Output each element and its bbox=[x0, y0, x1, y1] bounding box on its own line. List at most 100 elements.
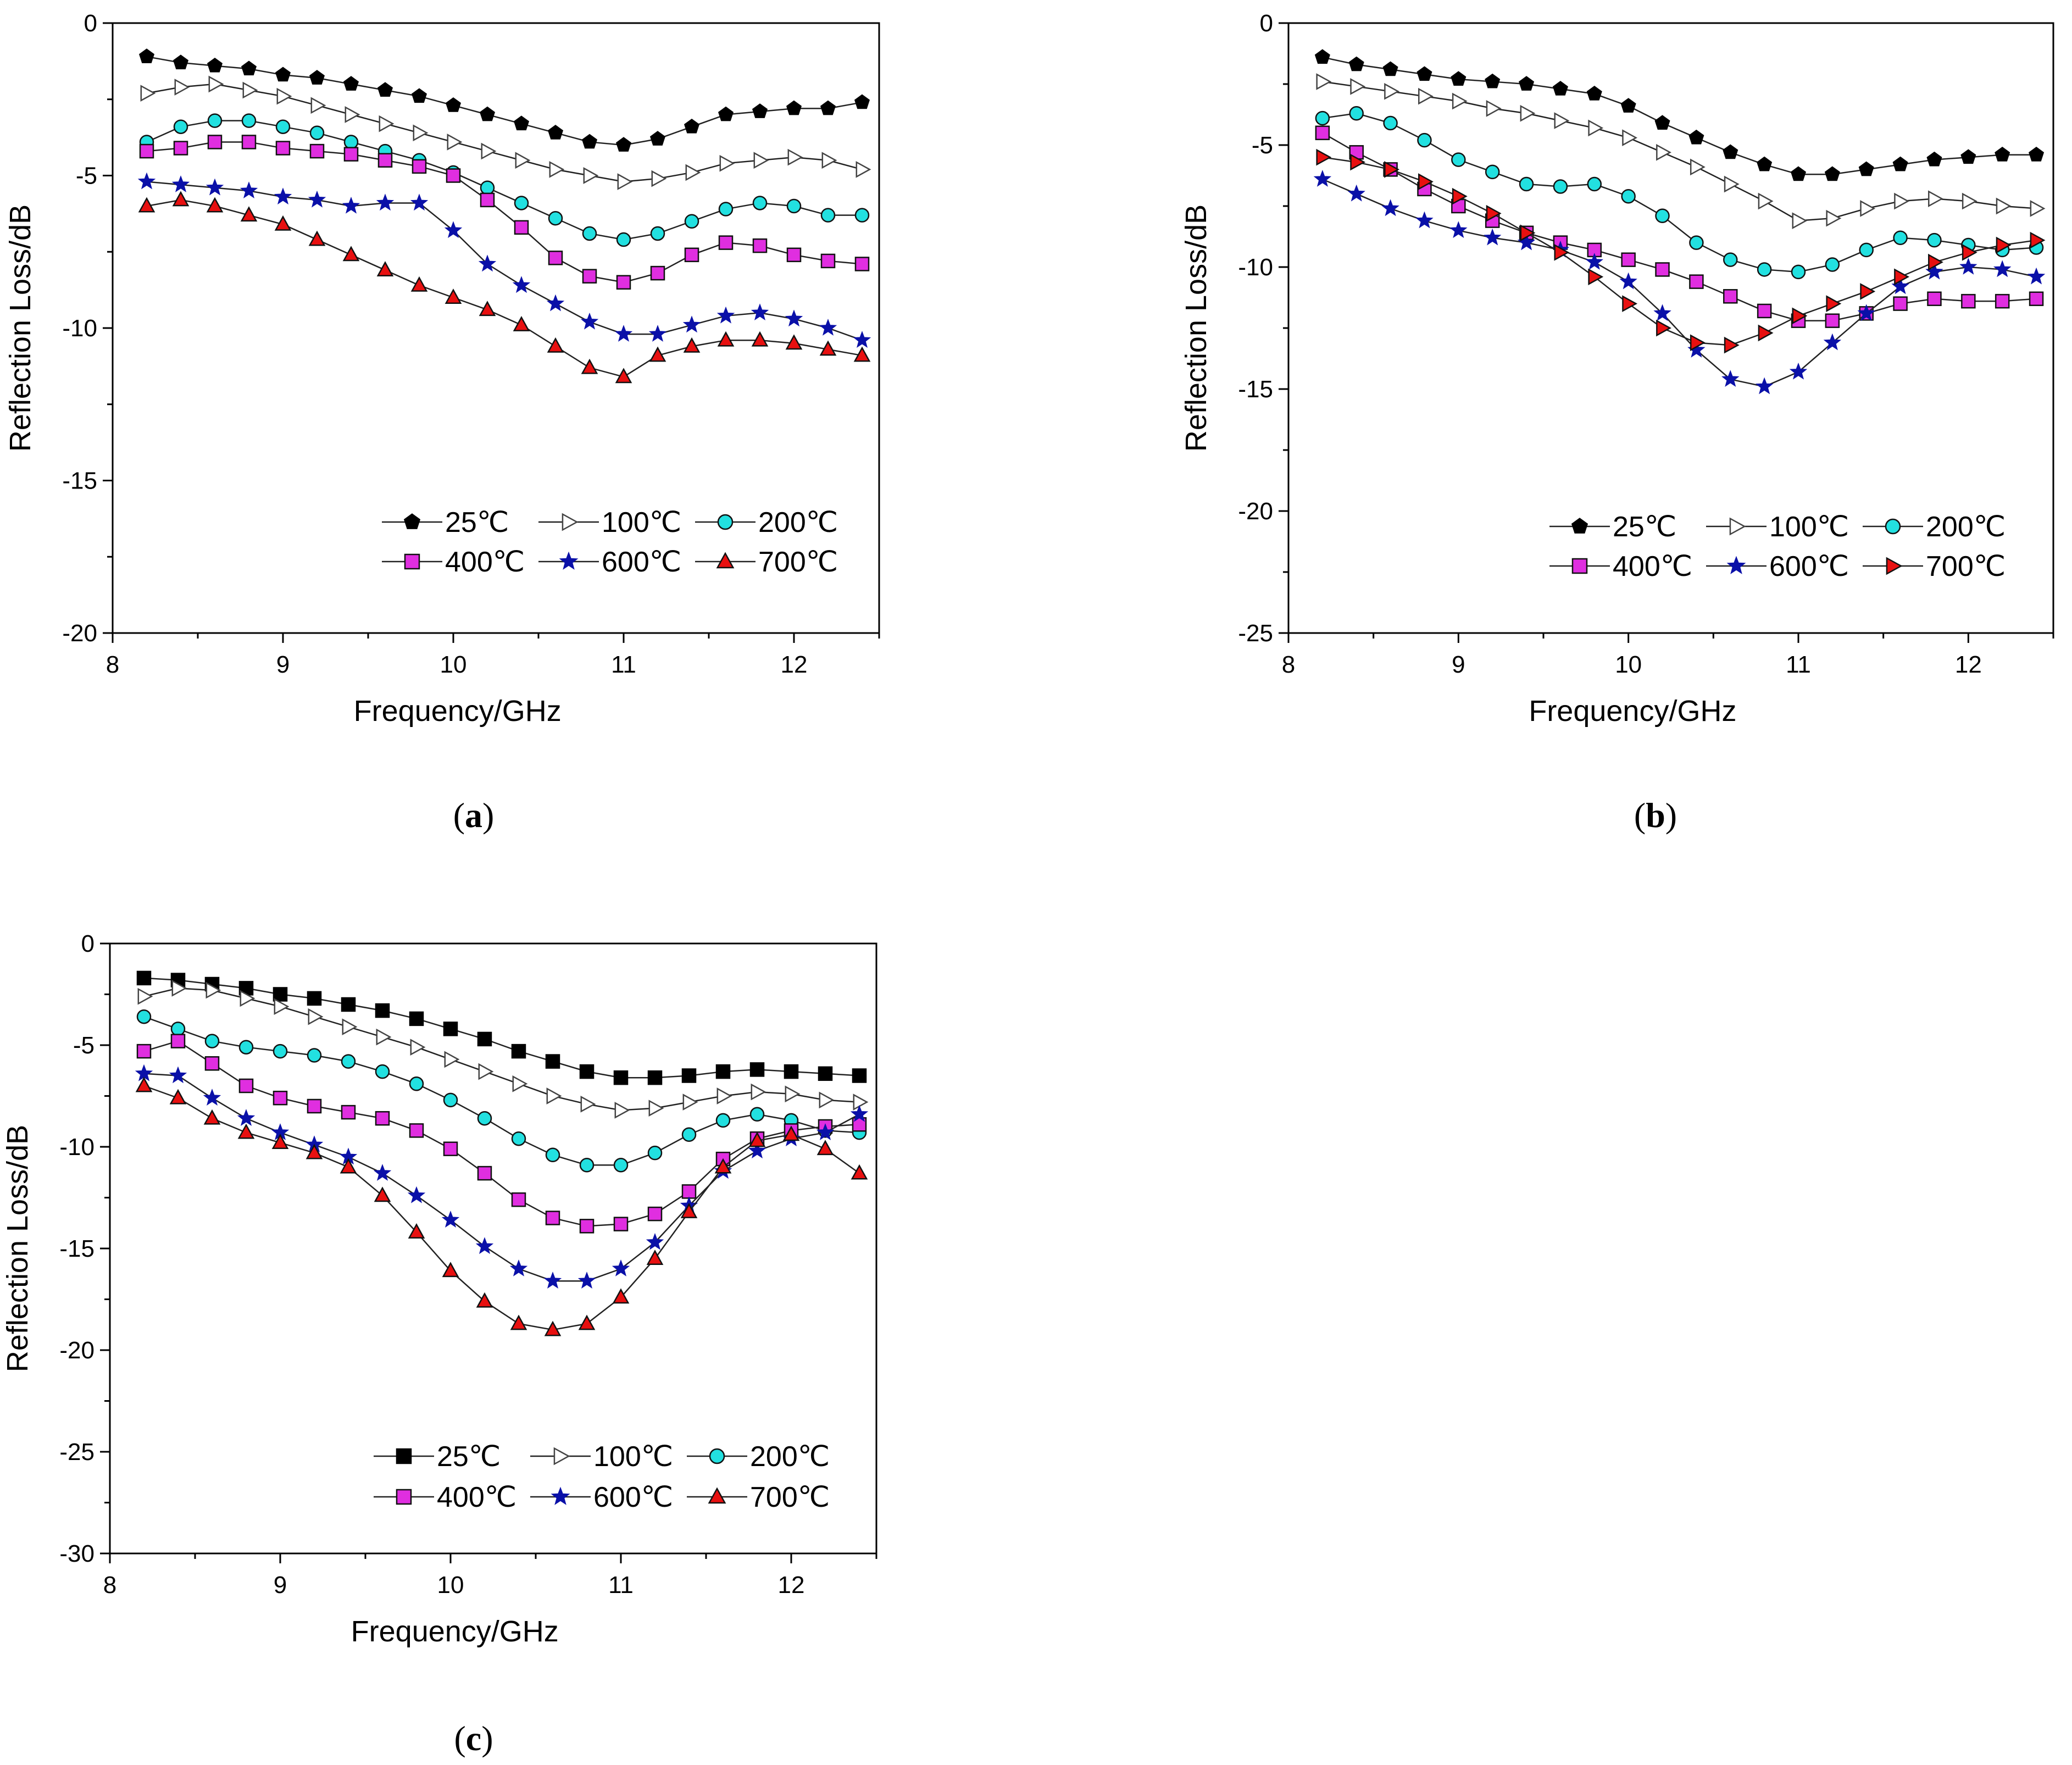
data-point bbox=[1962, 244, 1977, 261]
y-axis-title: Reflection Loss/dB bbox=[4, 204, 37, 452]
x-tick-label: 12 bbox=[1955, 651, 1982, 678]
data-point bbox=[650, 226, 665, 241]
legend-label: 100℃ bbox=[1769, 511, 1849, 543]
data-point bbox=[646, 1250, 664, 1265]
series-b-1 bbox=[1316, 73, 2046, 229]
data-point bbox=[379, 115, 395, 132]
data-point bbox=[205, 178, 224, 196]
data-point bbox=[442, 1262, 459, 1278]
data-point bbox=[1959, 257, 1977, 275]
data-point bbox=[345, 106, 360, 123]
data-point bbox=[206, 197, 224, 213]
data-point bbox=[1314, 49, 1330, 64]
data-point bbox=[1452, 187, 1468, 205]
data-point bbox=[787, 148, 803, 166]
data-point bbox=[1384, 161, 1399, 178]
data-point bbox=[377, 82, 393, 97]
data-point bbox=[343, 147, 359, 162]
data-point bbox=[237, 1123, 255, 1139]
data-point bbox=[1894, 268, 1909, 286]
data-point bbox=[1723, 252, 1738, 267]
data-point bbox=[275, 119, 291, 134]
data-point bbox=[1349, 106, 1364, 121]
y-tick-label: -30 bbox=[59, 1540, 95, 1567]
data-point bbox=[207, 57, 223, 73]
legend-marker bbox=[1571, 558, 1588, 574]
data-point bbox=[1960, 149, 1976, 164]
data-point bbox=[410, 193, 429, 211]
data-point bbox=[409, 1123, 424, 1138]
data-point bbox=[173, 119, 188, 134]
data-point bbox=[341, 1104, 356, 1120]
y-tick-label: -15 bbox=[1238, 376, 1273, 403]
x-tick-label: 11 bbox=[611, 651, 636, 678]
data-point bbox=[1621, 252, 1636, 267]
data-point bbox=[718, 202, 734, 217]
data-point bbox=[819, 1091, 835, 1109]
data-point bbox=[1962, 192, 1977, 210]
data-point bbox=[1621, 188, 1636, 204]
data-point bbox=[1383, 115, 1398, 131]
data-point bbox=[307, 1098, 322, 1114]
legend-label: 100℃ bbox=[593, 1441, 673, 1473]
data-point bbox=[1586, 86, 1602, 101]
data-point bbox=[171, 175, 190, 192]
data-point bbox=[854, 94, 870, 109]
data-point bbox=[1484, 228, 1502, 246]
data-point bbox=[577, 1272, 596, 1289]
data-point bbox=[716, 1087, 732, 1104]
data-point bbox=[856, 161, 871, 178]
x-tick-label: 10 bbox=[440, 651, 467, 678]
data-point bbox=[204, 1034, 220, 1048]
data-point bbox=[171, 980, 187, 997]
legend-label: 600℃ bbox=[602, 546, 681, 578]
data-point bbox=[240, 181, 258, 199]
data-point bbox=[715, 1113, 731, 1128]
legend-label: 400℃ bbox=[445, 546, 525, 578]
data-point bbox=[854, 208, 870, 223]
data-point bbox=[477, 1165, 492, 1181]
data-point bbox=[441, 1211, 460, 1228]
data-point bbox=[1315, 110, 1330, 126]
data-point bbox=[377, 153, 393, 168]
data-point bbox=[136, 1044, 152, 1059]
data-point bbox=[579, 1158, 595, 1173]
data-point bbox=[374, 1186, 391, 1202]
data-point bbox=[1724, 175, 1740, 193]
series-line bbox=[1322, 56, 2037, 175]
data-point bbox=[515, 152, 531, 169]
data-point bbox=[1724, 336, 1740, 354]
legend-marker bbox=[562, 513, 579, 531]
data-point bbox=[342, 196, 360, 214]
data-point bbox=[1857, 304, 1875, 321]
data-point bbox=[852, 1068, 867, 1083]
series-line bbox=[143, 987, 860, 1111]
data-point bbox=[444, 221, 463, 238]
data-point bbox=[1552, 81, 1568, 96]
series-b-5 bbox=[1316, 148, 2046, 354]
series-line bbox=[146, 55, 863, 146]
series-b-0 bbox=[1314, 49, 2045, 181]
data-point bbox=[681, 1068, 697, 1083]
data-point bbox=[1585, 253, 1603, 270]
data-point bbox=[172, 191, 190, 207]
data-point bbox=[579, 1219, 595, 1234]
y-tick-label: -20 bbox=[62, 620, 97, 647]
data-point bbox=[820, 208, 836, 223]
data-point bbox=[443, 1141, 458, 1156]
data-point bbox=[169, 1066, 187, 1084]
series-line bbox=[146, 83, 863, 182]
data-point bbox=[308, 1008, 324, 1025]
data-point bbox=[410, 1039, 426, 1056]
data-point bbox=[651, 170, 667, 187]
data-point bbox=[749, 1107, 765, 1122]
data-point bbox=[137, 987, 153, 1005]
data-point bbox=[273, 987, 288, 1002]
data-point bbox=[341, 997, 356, 1012]
data-point bbox=[1656, 319, 1671, 337]
data-point bbox=[579, 1064, 595, 1079]
data-point bbox=[307, 1048, 322, 1063]
legend-label: 600℃ bbox=[593, 1481, 673, 1513]
data-point bbox=[649, 346, 666, 362]
data-point bbox=[174, 79, 190, 96]
